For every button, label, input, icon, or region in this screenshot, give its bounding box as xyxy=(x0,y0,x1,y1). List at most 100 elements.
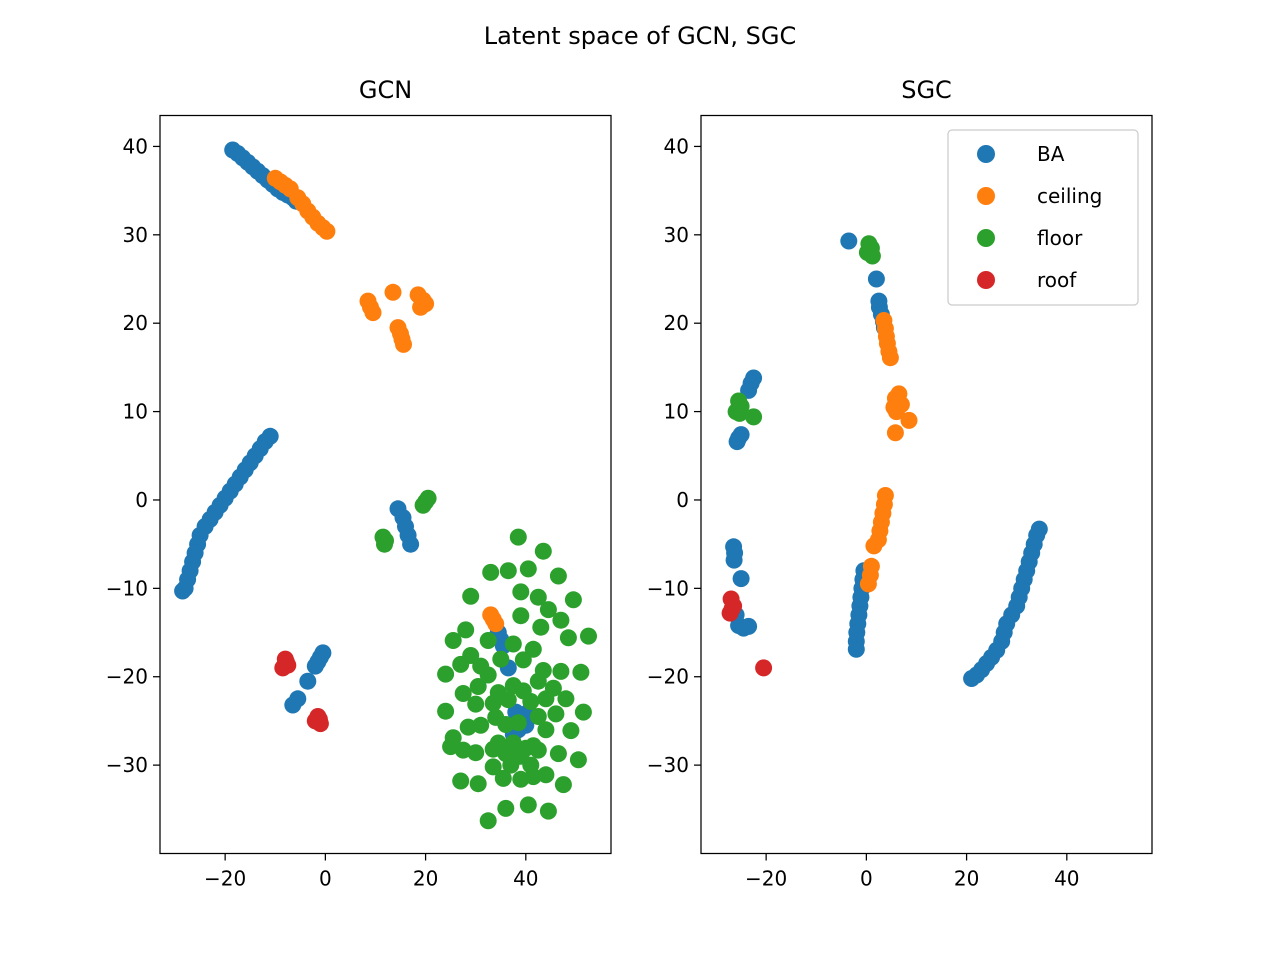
gcn-plot-frame xyxy=(159,114,612,855)
gcn-point-floor xyxy=(509,528,527,546)
gcn-point-floor xyxy=(509,747,527,765)
sgc-point-ceiling xyxy=(881,349,899,367)
sgc-y-tick-label: 40 xyxy=(664,134,689,158)
gcn-point-floor xyxy=(529,672,547,690)
gcn-point-floor xyxy=(444,632,462,649)
sgc-point-BA xyxy=(840,232,858,250)
gcn-point-floor xyxy=(479,812,497,830)
gcn-y-tick-label: 0 xyxy=(135,488,148,512)
gcn-point-ceiling xyxy=(395,335,412,353)
gcn-point-floor xyxy=(549,567,567,585)
sgc-point-ceiling xyxy=(859,575,877,593)
gcn-point-floor xyxy=(469,678,487,695)
gcn-point-floor xyxy=(512,583,530,601)
gcn-point-floor xyxy=(529,741,547,759)
gcn-point-floor xyxy=(454,685,472,702)
gcn-point-floor xyxy=(529,708,547,725)
gcn-point-floor xyxy=(484,758,502,776)
gcn-point-floor xyxy=(559,629,577,647)
sgc-x-tick-label: −20 xyxy=(745,867,787,891)
gcn-point-floor xyxy=(504,635,522,653)
gcn-point-floor xyxy=(509,714,527,732)
sgc-y-tick-label: 20 xyxy=(664,311,689,335)
gcn-point-floor xyxy=(554,776,572,794)
gcn-point-floor xyxy=(484,694,502,712)
sgc-point-BA xyxy=(728,433,746,451)
sgc-point-roof xyxy=(755,659,773,677)
legend-label-floor: floor xyxy=(1037,226,1083,250)
legend-marker-BA xyxy=(977,145,995,163)
gcn-point-ceiling xyxy=(384,283,402,301)
gcn-point-floor xyxy=(569,751,587,769)
gcn-point-floor xyxy=(537,721,555,739)
gcn-point-floor xyxy=(580,627,597,645)
gcn-point-BA xyxy=(174,582,192,600)
gcn-point-ceiling xyxy=(487,615,505,633)
sgc-point-BA xyxy=(740,617,758,635)
gcn-y-tick-label: −20 xyxy=(106,665,148,689)
sgc-x-axis: −20 0 20 40 xyxy=(745,853,1080,891)
gcn-point-floor xyxy=(537,766,555,784)
gcn-x-tick-label: −20 xyxy=(204,867,246,891)
gcn-point-floor xyxy=(482,563,500,581)
sgc-point-BA xyxy=(963,670,981,687)
gcn-point-floor xyxy=(437,702,455,720)
gcn-point-floor xyxy=(452,655,470,673)
gcn-point-floor xyxy=(462,587,480,605)
sgc-plot-frame xyxy=(700,114,1153,855)
gcn-x-axis: −20 0 20 40 xyxy=(204,853,539,891)
legend-label-roof: roof xyxy=(1037,268,1077,292)
sgc-point-floor xyxy=(861,242,879,260)
gcn-point-floor xyxy=(437,665,455,683)
gcn-y-tick-label: −10 xyxy=(106,576,148,600)
gcn-point-ceiling xyxy=(412,298,430,316)
gcn-point-floor xyxy=(524,640,542,658)
gcn-point-floor xyxy=(457,621,475,639)
gcn-point-floor xyxy=(572,663,590,681)
gcn-point-ceiling xyxy=(318,222,336,240)
gcn-y-axis: −30 −20 −10 0 10 20 30 40 xyxy=(106,134,160,777)
gcn-point-floor xyxy=(467,695,485,713)
gcn-point-floor xyxy=(532,618,550,636)
sgc-point-ceiling xyxy=(865,537,883,555)
sgc-y-tick-label: 0 xyxy=(676,488,689,512)
sgc-y-tick-label: 30 xyxy=(664,223,689,247)
gcn-point-floor xyxy=(529,588,547,606)
sgc-y-tick-label: −10 xyxy=(647,576,689,600)
sgc-y-tick-label: 10 xyxy=(664,400,689,424)
gcn-point-floor xyxy=(514,651,532,669)
legend-label-ceiling: ceiling xyxy=(1037,184,1102,208)
sgc-point-BA xyxy=(740,381,758,399)
gcn-point-BA xyxy=(402,535,420,553)
gcn-point-floor xyxy=(499,562,517,580)
legend-marker-ceiling xyxy=(977,187,995,205)
gcn-point-floor xyxy=(552,611,570,629)
gcn-point-floor xyxy=(539,601,557,619)
sgc-y-tick-label: −20 xyxy=(647,665,689,689)
gcn-point-floor xyxy=(497,799,515,817)
figure-suptitle: Latent space of GCN, SGC xyxy=(484,22,796,50)
gcn-point-floor xyxy=(574,703,592,721)
gcn-point-floor xyxy=(442,738,460,756)
sgc-y-tick-label: −30 xyxy=(647,753,689,777)
gcn-scatter-panel: GCN −20 0 20 40 −30 −20 −10 0 10 20 30 40 xyxy=(106,76,612,891)
gcn-x-tick-label: 0 xyxy=(319,867,332,891)
gcn-point-floor xyxy=(539,802,557,820)
sgc-point-ceiling xyxy=(885,398,903,416)
gcn-point-floor xyxy=(547,705,565,723)
gcn-point-floor xyxy=(414,496,432,514)
sgc-point-BA xyxy=(732,570,750,588)
sgc-point-ceiling xyxy=(900,411,918,429)
gcn-point-floor xyxy=(459,718,477,736)
sgc-scatter-panel: SGC −20 0 20 40 −30 −20 −10 0 10 20 30 40 BA ceilin… xyxy=(647,76,1153,891)
gcn-point-floor xyxy=(549,745,567,763)
sgc-x-tick-label: 20 xyxy=(954,867,979,891)
gcn-point-floor xyxy=(479,632,497,649)
gcn-point-floor xyxy=(522,693,540,710)
gcn-point-floor xyxy=(499,691,517,709)
sgc-data-points xyxy=(721,232,1048,687)
sgc-point-BA xyxy=(867,270,885,288)
sgc-point-floor xyxy=(731,404,749,422)
gcn-y-tick-label: 40 xyxy=(123,134,148,158)
